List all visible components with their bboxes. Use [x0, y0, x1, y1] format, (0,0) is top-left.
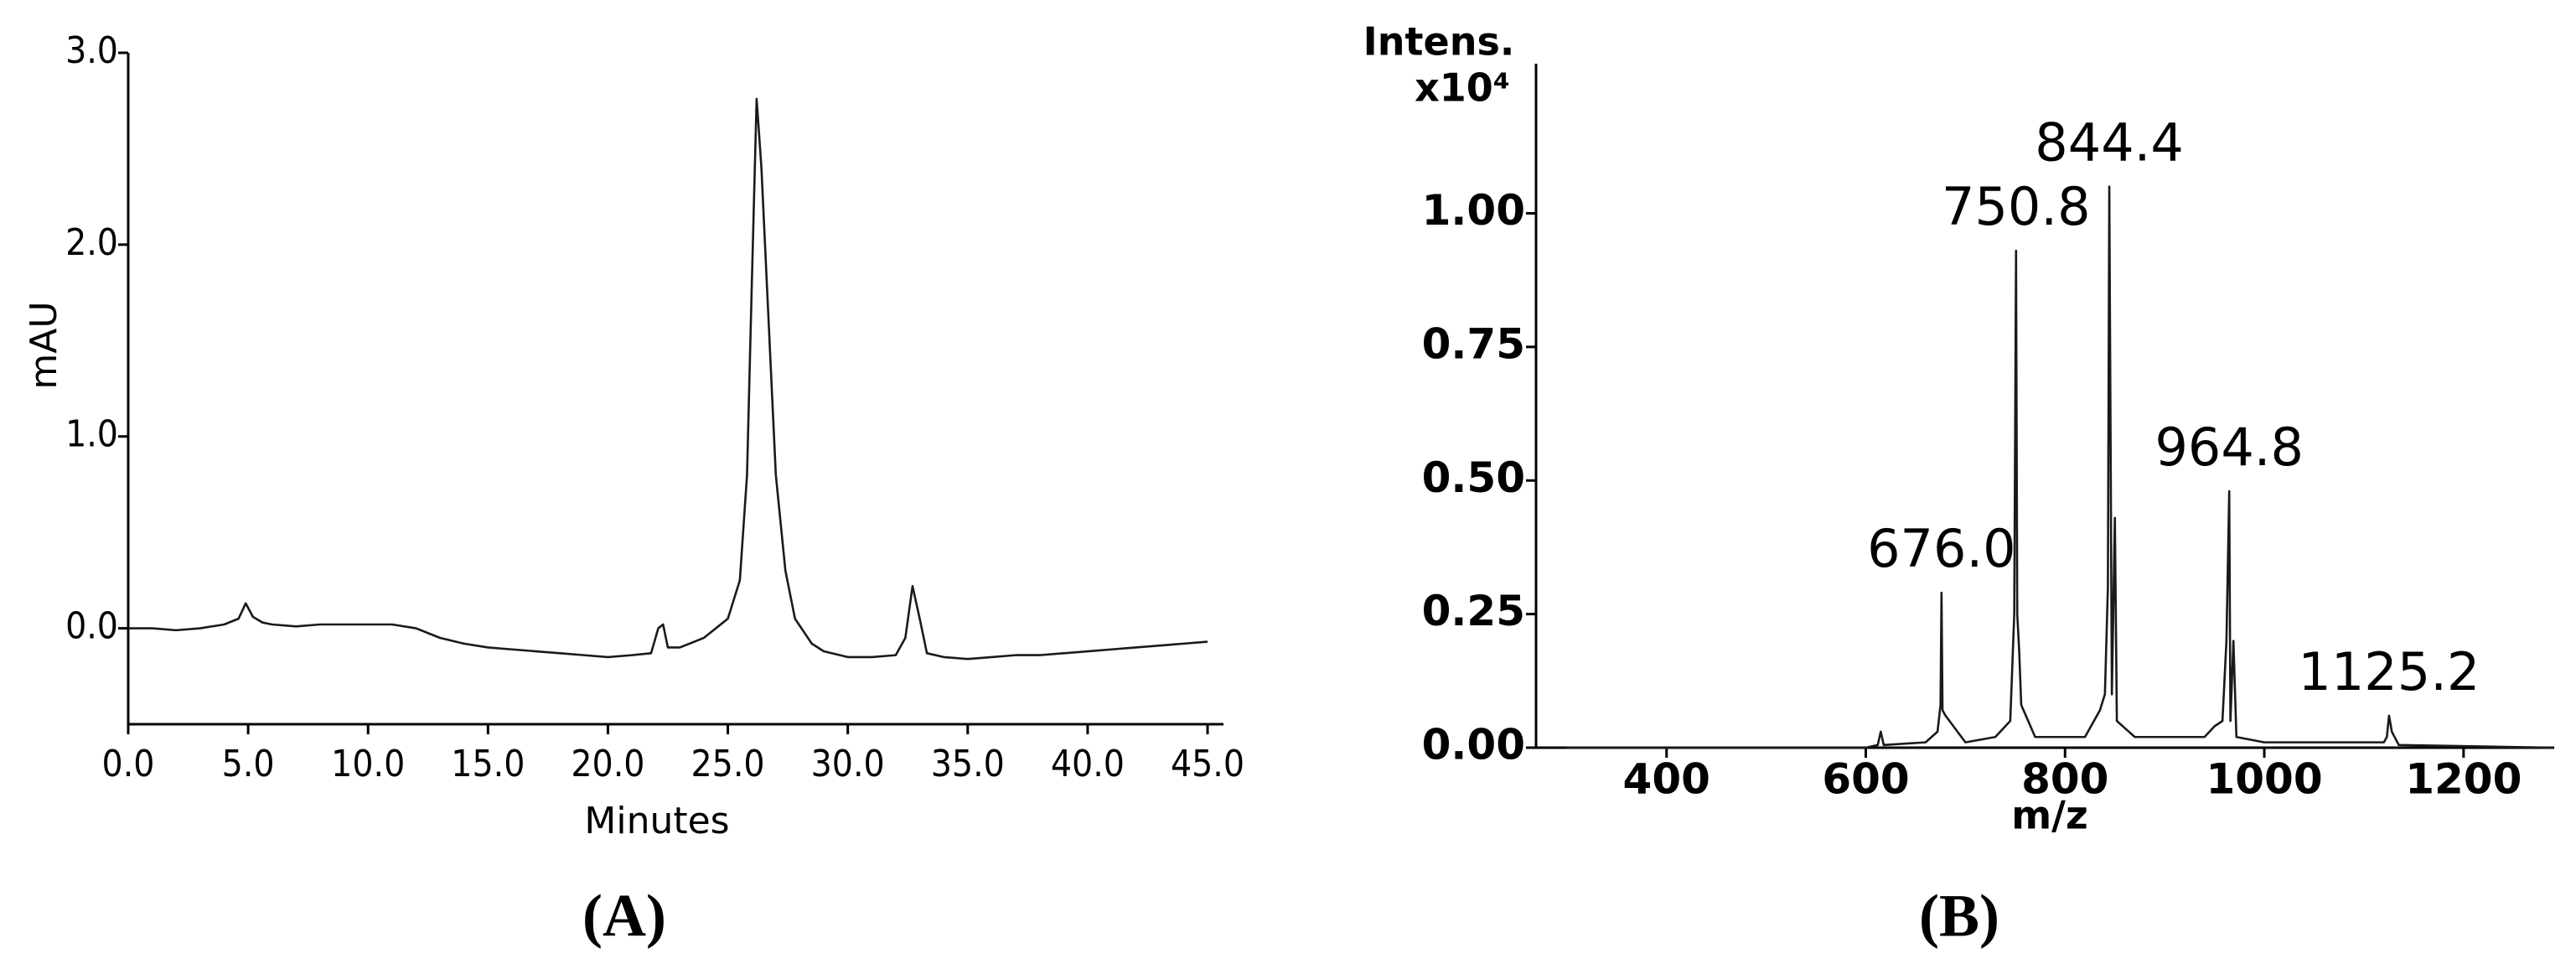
panel-label: (A) — [582, 883, 666, 950]
x-tick-label: 1200 — [2405, 755, 2522, 804]
x-tick-label: 10.0 — [331, 743, 405, 785]
y-tick-label: 1.00 — [1422, 186, 1525, 235]
y-tick-label: 1.0 — [65, 413, 118, 456]
y-axis-title: mAU — [23, 301, 65, 389]
y-tick-label: 2.0 — [65, 221, 118, 264]
x-tick-label: 30.0 — [811, 743, 885, 785]
panel-label: (B) — [1919, 883, 1999, 950]
y-axis-unit: x10⁴ — [1415, 65, 1510, 111]
peak-label: 1125.2 — [2298, 641, 2480, 702]
x-tick-label: 40.0 — [1051, 743, 1125, 785]
x-tick-label: 800 — [2021, 755, 2108, 804]
x-tick-label: 20.0 — [571, 743, 644, 785]
x-axis-title: Minutes — [584, 800, 729, 842]
x-tick-label: 15.0 — [451, 743, 525, 785]
x-tick-label: 45.0 — [1171, 743, 1244, 785]
y-axis-title: Intens. — [1363, 19, 1515, 65]
peak-label: 964.8 — [2154, 417, 2304, 478]
x-tick-label: 1000 — [2206, 755, 2322, 804]
y-tick-label: 0.50 — [1422, 453, 1525, 502]
peak-label: 676.0 — [1867, 518, 2016, 579]
y-tick-label: 3.0 — [65, 29, 118, 72]
y-tick-label: 0.00 — [1422, 721, 1525, 769]
y-tick-label: 0.0 — [65, 605, 118, 648]
x-tick-label: 35.0 — [931, 743, 1005, 785]
x-tick-label: 5.0 — [222, 743, 275, 785]
x-tick-label: 25.0 — [691, 743, 765, 785]
peak-label: 844.4 — [2035, 112, 2184, 174]
x-tick-label: 400 — [1623, 755, 1710, 804]
trace — [1566, 185, 2553, 749]
x-axis-title: m/z — [2011, 793, 2088, 838]
trace — [128, 97, 1208, 661]
x-tick-label: 0.0 — [102, 743, 155, 785]
y-tick-label: 0.25 — [1422, 587, 1525, 635]
x-tick-label: 600 — [1822, 755, 1909, 804]
peak-label: 750.8 — [1942, 176, 2091, 237]
y-tick-label: 0.75 — [1422, 319, 1525, 368]
